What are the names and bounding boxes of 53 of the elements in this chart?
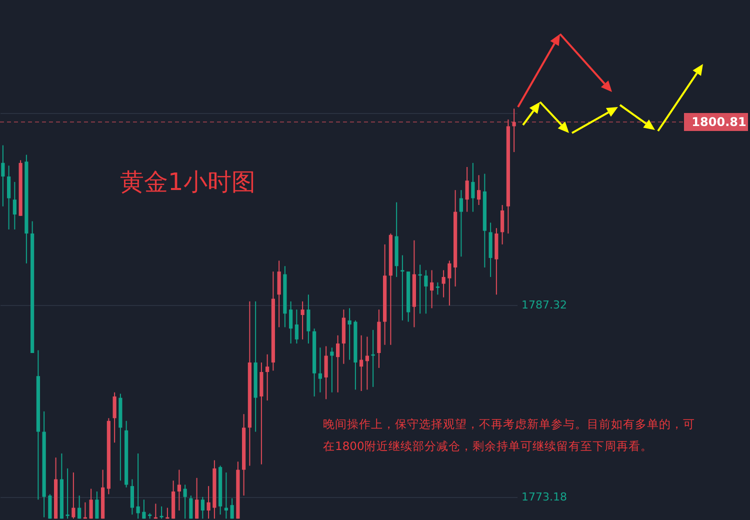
candlestick: [230, 498, 234, 520]
candlestick: [200, 496, 204, 520]
candlestick: [7, 165, 11, 230]
candlestick: [360, 334, 364, 392]
candlestick: [12, 181, 16, 230]
candlestick: [183, 484, 187, 520]
candlestick: [195, 477, 199, 520]
candlestick: [289, 300, 293, 344]
ref-line-label: 1800.81: [692, 115, 746, 130]
candlestick: [436, 282, 440, 296]
y-tick-label: 1787.32: [522, 298, 567, 312]
candlestick: [66, 468, 70, 520]
candlestick: [500, 204, 504, 245]
candlestick: [459, 190, 463, 258]
candlestick: [348, 308, 352, 360]
y-tick-label: 1773.18: [522, 490, 567, 504]
candlestick: [448, 260, 452, 306]
candlestick: [48, 494, 52, 520]
candlestick: [430, 270, 434, 309]
candlestick: [336, 334, 340, 393]
candlestick: [306, 294, 310, 344]
candlestick: [95, 490, 99, 520]
candlestick: [318, 347, 322, 393]
candlestick: [442, 270, 446, 298]
candlestick: [89, 488, 93, 520]
candlestick: [465, 166, 469, 212]
candlestick: [330, 347, 334, 393]
candlestick: [1, 144, 5, 207]
candlestick: [224, 472, 228, 520]
candlestick: [142, 499, 146, 520]
candlestick: [294, 309, 298, 344]
text: 黄金1小时图: [120, 168, 256, 196]
candlestick: [266, 354, 270, 402]
candlestick: [471, 162, 475, 212]
candlestick: [112, 392, 116, 444]
candlestick: [512, 108, 516, 153]
candlestick: [206, 486, 210, 520]
candlestick: [365, 336, 369, 390]
candlestick: [130, 478, 134, 516]
annotation: 晚间操作上，保守选择观望，不再考虑新单参与。目前如有多单的，可: [323, 417, 695, 431]
candlestick: [477, 174, 481, 206]
candlestick: [324, 346, 328, 400]
candlestick: [177, 469, 181, 511]
candlestick: [72, 472, 76, 520]
candlestick: [160, 506, 164, 520]
candlestick: [136, 452, 140, 520]
candlestick: [189, 495, 193, 520]
candlestick: [300, 300, 304, 340]
annotation: 在1800附近继续部分减仓，剩余持单可继续留有至下周再看。: [323, 439, 652, 453]
candlestick: [400, 254, 404, 321]
candlestick: [424, 270, 428, 314]
candlestick: [78, 495, 82, 520]
candlestick: [277, 260, 281, 328]
